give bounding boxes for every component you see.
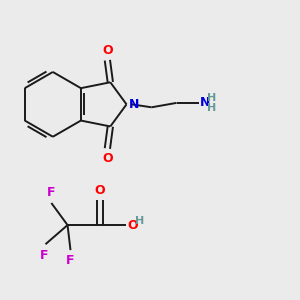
Text: N: N [129, 98, 139, 111]
Text: H: H [207, 103, 216, 113]
Text: F: F [40, 249, 48, 262]
Text: F: F [66, 254, 75, 267]
Text: H: H [135, 216, 144, 226]
Text: O: O [102, 44, 113, 57]
Text: F: F [47, 187, 56, 200]
Text: O: O [102, 152, 113, 165]
Text: H: H [207, 93, 216, 103]
Text: N: N [200, 96, 211, 110]
Text: O: O [94, 184, 105, 196]
Text: O: O [127, 219, 138, 232]
